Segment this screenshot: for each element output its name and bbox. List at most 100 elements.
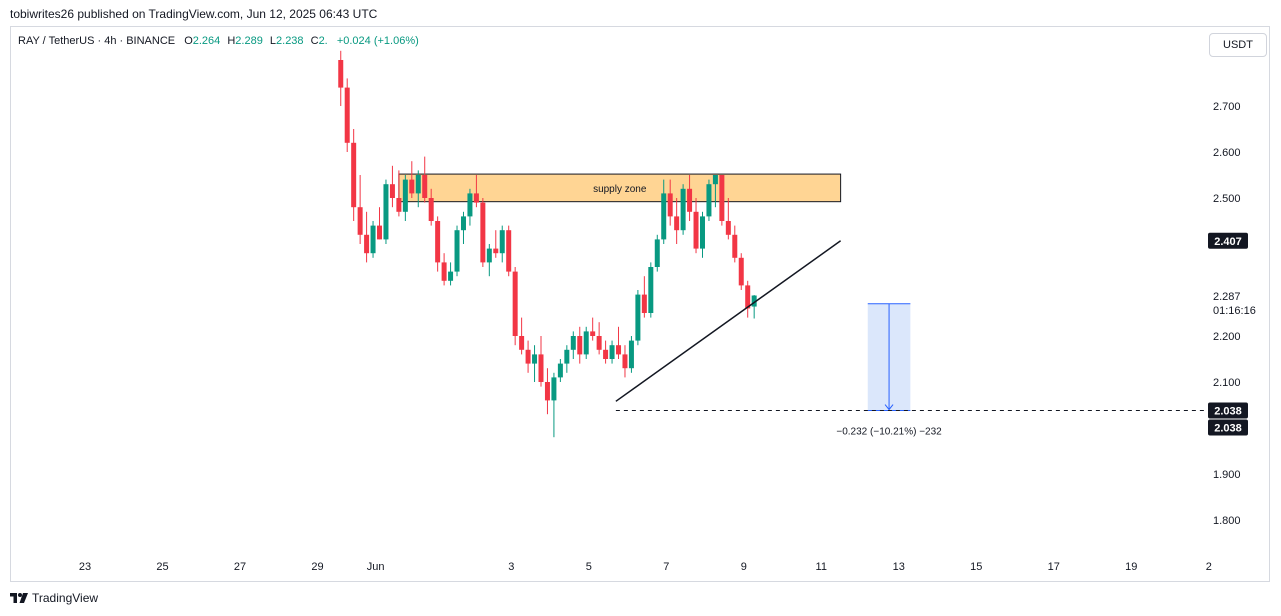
- candle: [357, 175, 363, 244]
- tradingview-logo-icon: [10, 593, 28, 603]
- open-label: O: [184, 35, 193, 47]
- close-value: 2.: [318, 35, 328, 47]
- low-label: L: [269, 35, 277, 47]
- candle: [590, 317, 596, 341]
- candle-body: [603, 349, 609, 359]
- candle-body: [674, 216, 680, 231]
- candle-body: [667, 193, 673, 217]
- candle: [635, 290, 641, 346]
- footer-brand[interactable]: TradingView: [10, 591, 98, 605]
- candle-body: [732, 234, 738, 258]
- x-tick-label: 29: [311, 561, 323, 573]
- candle: [383, 179, 389, 244]
- candle: [422, 156, 428, 203]
- candle-body: [344, 87, 350, 143]
- candle-body: [687, 188, 693, 212]
- candle-body: [635, 294, 641, 341]
- candle: [377, 207, 383, 240]
- candle: [596, 322, 602, 355]
- candle: [570, 331, 576, 359]
- candles-layer: [338, 50, 757, 438]
- candle-body: [557, 363, 563, 378]
- symbol-legend: RAY / TetherUS · 4h · BINANCE O2.264 H2.…: [18, 35, 419, 47]
- candle-body: [467, 193, 473, 217]
- candle-body: [415, 175, 421, 194]
- candle: [641, 276, 647, 318]
- candle: [338, 50, 344, 106]
- x-tick-label: 19: [1125, 561, 1137, 573]
- candle-body: [370, 225, 376, 254]
- candle: [364, 211, 370, 263]
- trendline: [615, 240, 842, 402]
- candle: [441, 253, 447, 286]
- candle: [538, 336, 544, 387]
- candle-body: [622, 354, 628, 369]
- candle: [667, 179, 673, 226]
- candle: [680, 184, 686, 235]
- candle-body: [712, 175, 718, 185]
- candle-body: [719, 175, 725, 221]
- candle-body: [506, 230, 512, 272]
- candle-body: [538, 354, 544, 382]
- candle-body: [583, 331, 589, 355]
- candle-body: [648, 267, 654, 313]
- currency-button[interactable]: USDT: [1209, 33, 1267, 57]
- candle-body: [628, 340, 634, 369]
- candle-body: [499, 230, 505, 254]
- candle: [480, 198, 486, 267]
- x-tick-label: 27: [234, 561, 246, 573]
- candle: [712, 175, 718, 208]
- candle-body: [402, 179, 408, 212]
- supply-zone-label: supply zone: [593, 184, 647, 195]
- y-tick-label: 2.700: [1213, 101, 1241, 113]
- x-tick-label: 2: [1206, 561, 1212, 573]
- candle-body: [364, 234, 370, 254]
- high-value: 2.289: [235, 35, 263, 47]
- candle: [506, 225, 512, 277]
- candle-body: [351, 142, 357, 208]
- x-tick-label: 9: [741, 561, 747, 573]
- candle: [486, 244, 492, 277]
- candle: [435, 216, 441, 272]
- target-tag-bg: [1208, 419, 1248, 436]
- change-value: +0.024 (+1.06%): [336, 35, 419, 47]
- price-tag-label: 2.038: [1214, 406, 1242, 418]
- candle-body: [512, 271, 518, 336]
- candle-body: [693, 211, 699, 249]
- candle-body: [544, 382, 550, 401]
- candle-body: [377, 225, 383, 240]
- candle-body: [460, 216, 466, 231]
- candle: [557, 359, 563, 382]
- bar-countdown: 01:16:16: [1213, 305, 1256, 317]
- candle: [732, 225, 738, 263]
- symbol-name[interactable]: RAY / TetherUS · 4h · BINANCE: [18, 35, 176, 47]
- candle: [344, 78, 350, 152]
- candle: [402, 175, 408, 221]
- price-tag-bg: [1208, 402, 1248, 419]
- candle-body: [551, 377, 557, 401]
- candle-body: [428, 198, 434, 221]
- high-label: H: [227, 35, 236, 47]
- candle-body: [570, 336, 576, 350]
- candle: [564, 345, 570, 373]
- candle: [460, 211, 466, 244]
- candle-body: [596, 336, 602, 350]
- candle-body: [532, 354, 538, 364]
- low-value: 2.238: [276, 35, 304, 47]
- candle-body: [725, 221, 731, 235]
- price-tag-label: 2.407: [1214, 236, 1242, 248]
- y-tick-label: 2.600: [1213, 147, 1241, 159]
- candle: [370, 221, 376, 258]
- candle: [351, 129, 357, 221]
- x-tick-label: 13: [893, 561, 905, 573]
- x-tick-label: 15: [970, 561, 982, 573]
- candle-body: [564, 349, 570, 364]
- annotations-back: supply zone −0.232 (−10.21%) −232: [398, 173, 942, 438]
- x-tick-label: 5: [586, 561, 592, 573]
- measure-arrow-head: [884, 404, 894, 411]
- candle: [467, 188, 473, 226]
- candle-body: [519, 336, 525, 350]
- x-tick-label: Jun: [367, 561, 385, 573]
- candle-body: [338, 60, 344, 88]
